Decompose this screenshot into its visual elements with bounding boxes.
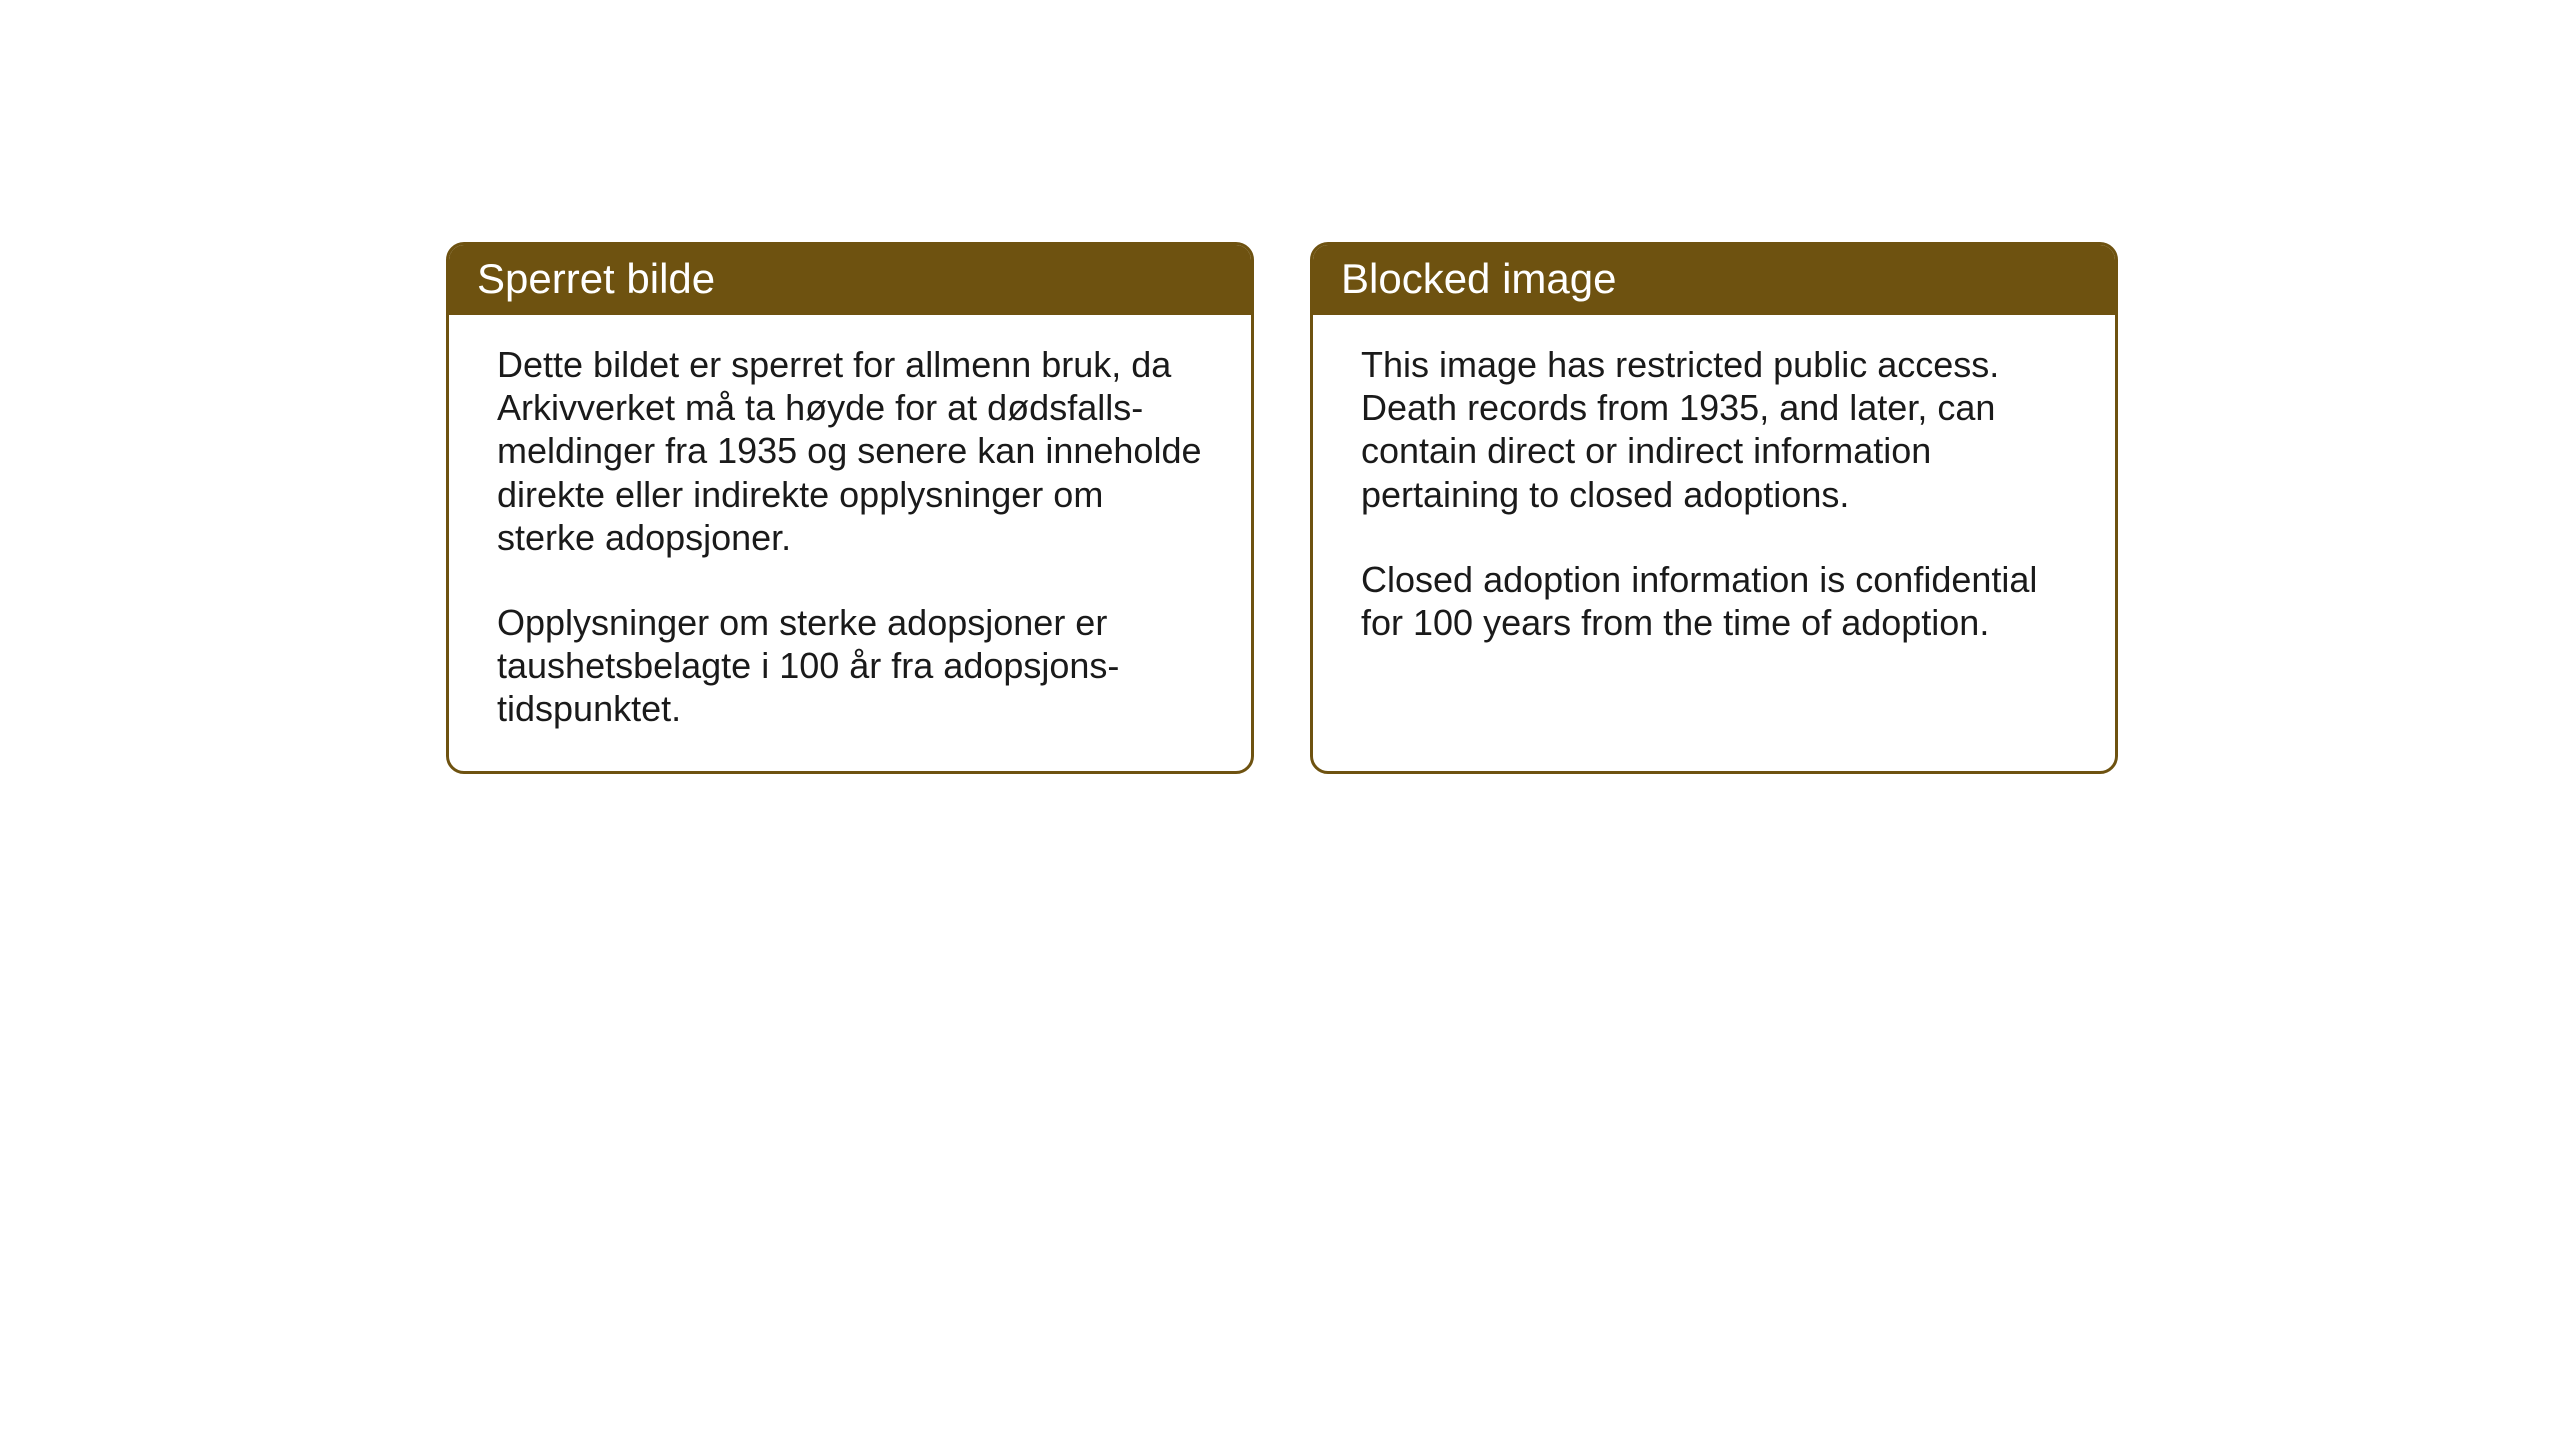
notice-card-norwegian: Sperret bilde Dette bildet er sperret fo… bbox=[446, 242, 1254, 774]
notice-card-english: Blocked image This image has restricted … bbox=[1310, 242, 2118, 774]
card-header-norwegian: Sperret bilde bbox=[449, 245, 1251, 315]
card-body-english: This image has restricted public access.… bbox=[1313, 315, 2115, 747]
card-body-norwegian: Dette bildet er sperret for allmenn bruk… bbox=[449, 315, 1251, 771]
card-paragraph-norwegian-2: Opplysninger om sterke adopsjoner er tau… bbox=[497, 601, 1203, 731]
card-paragraph-english-1: This image has restricted public access.… bbox=[1361, 343, 2067, 516]
card-header-english: Blocked image bbox=[1313, 245, 2115, 315]
card-title-norwegian: Sperret bilde bbox=[477, 255, 715, 302]
card-paragraph-norwegian-1: Dette bildet er sperret for allmenn bruk… bbox=[497, 343, 1203, 559]
card-title-english: Blocked image bbox=[1341, 255, 1616, 302]
notice-container: Sperret bilde Dette bildet er sperret fo… bbox=[446, 242, 2118, 774]
card-paragraph-english-2: Closed adoption information is confident… bbox=[1361, 558, 2067, 644]
